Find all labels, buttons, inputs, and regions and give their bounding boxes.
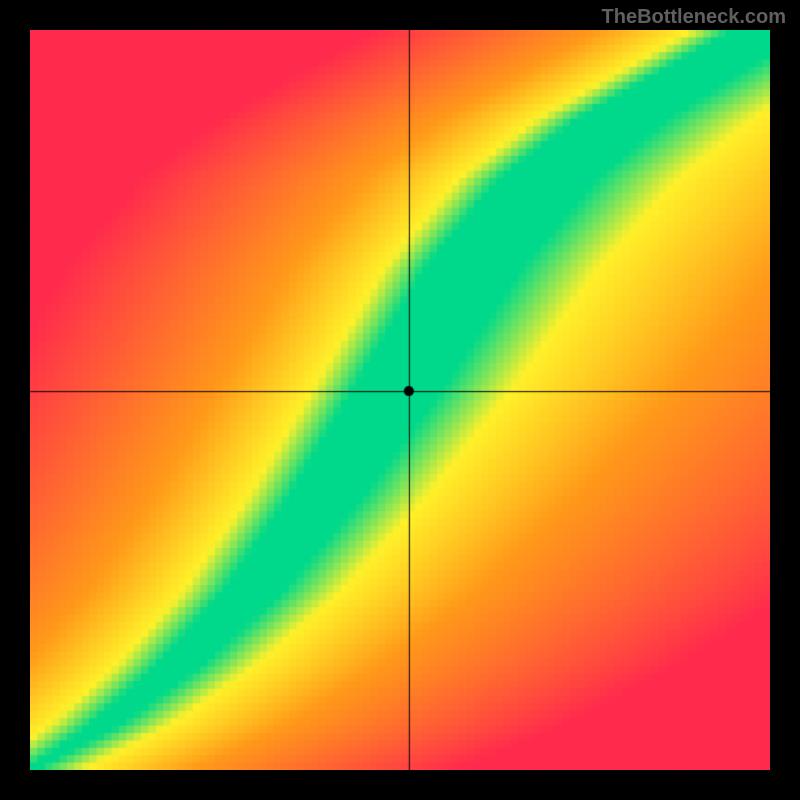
bottleneck-heatmap xyxy=(30,30,770,770)
watermark-text: TheBottleneck.com xyxy=(602,6,786,29)
chart-frame: TheBottleneck.com xyxy=(0,0,800,800)
